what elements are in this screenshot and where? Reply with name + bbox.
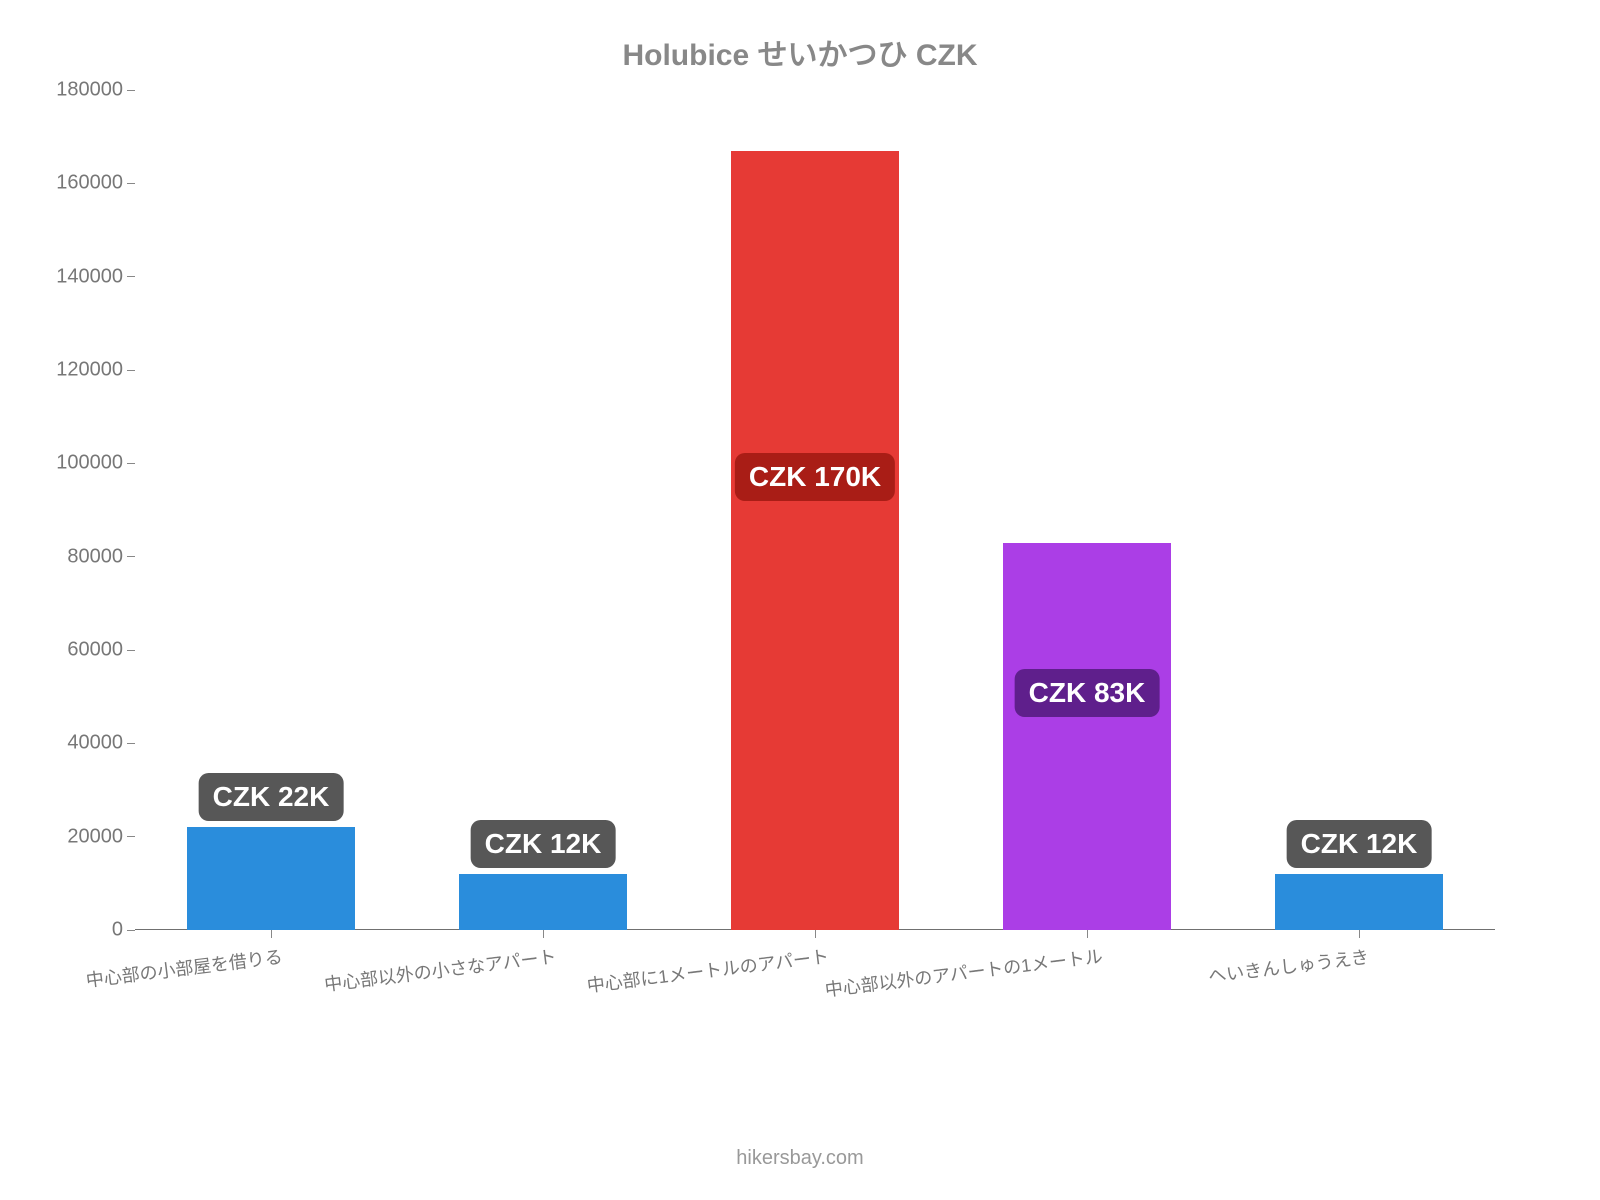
x-tick [1087, 930, 1088, 938]
x-tick-label: 中心部の小部屋を借りる [84, 943, 284, 993]
y-tick-label: 120000 [56, 359, 135, 382]
bar-slot: CZK 12K [1223, 874, 1495, 930]
value-badge: CZK 83K [1015, 669, 1160, 717]
y-tick-label: 160000 [56, 172, 135, 195]
y-tick-label: 140000 [56, 265, 135, 288]
chart-title: Holubice せいかつひ CZK [60, 30, 1540, 74]
bar [187, 827, 356, 930]
y-tick-label: 60000 [67, 639, 135, 662]
value-badge: CZK 22K [199, 773, 344, 821]
x-tick [543, 930, 544, 938]
y-tick-label: 80000 [67, 545, 135, 568]
y-tick-label: 20000 [67, 825, 135, 848]
x-tick-label: へいきんしゅうえき [1207, 943, 1370, 988]
x-label-slot: へいきんしゅうえき [1223, 938, 1495, 1058]
bar [731, 151, 900, 930]
y-tick-label: 0 [112, 919, 135, 942]
value-badge: CZK 170K [735, 453, 895, 501]
x-axis-labels: 中心部の小部屋を借りる中心部以外の小さなアパート中心部に1メートルのアパート中心… [135, 938, 1495, 1058]
y-tick-label: 40000 [67, 732, 135, 755]
y-tick-label: 100000 [56, 452, 135, 475]
bar-slot: CZK 12K [407, 874, 679, 930]
bar-slot: CZK 170K [679, 151, 951, 930]
x-tick [1359, 930, 1360, 938]
x-tick [815, 930, 816, 938]
x-label-slot: 中心部に1メートルのアパート [679, 938, 951, 1058]
value-badge: CZK 12K [1287, 820, 1432, 868]
x-label-slot: 中心部の小部屋を借りる [135, 938, 407, 1058]
plot-area: 0200004000060000800001000001200001400001… [135, 90, 1495, 930]
x-label-slot: 中心部以外の小さなアパート [407, 938, 679, 1058]
value-badge: CZK 12K [471, 820, 616, 868]
y-tick-label: 180000 [56, 79, 135, 102]
x-tick [271, 930, 272, 938]
bar [1003, 543, 1172, 930]
chart-container: Holubice せいかつひ CZK 020000400006000080000… [60, 20, 1540, 1100]
bar [459, 874, 628, 930]
bars-group: CZK 22KCZK 12KCZK 170KCZK 83KCZK 12K [135, 90, 1495, 930]
bar-slot: CZK 22K [135, 827, 407, 930]
x-label-slot: 中心部以外のアパートの1メートル [951, 938, 1223, 1058]
bar-slot: CZK 83K [951, 543, 1223, 930]
bar [1275, 874, 1444, 930]
attribution-text: hikersbay.com [0, 1147, 1600, 1170]
